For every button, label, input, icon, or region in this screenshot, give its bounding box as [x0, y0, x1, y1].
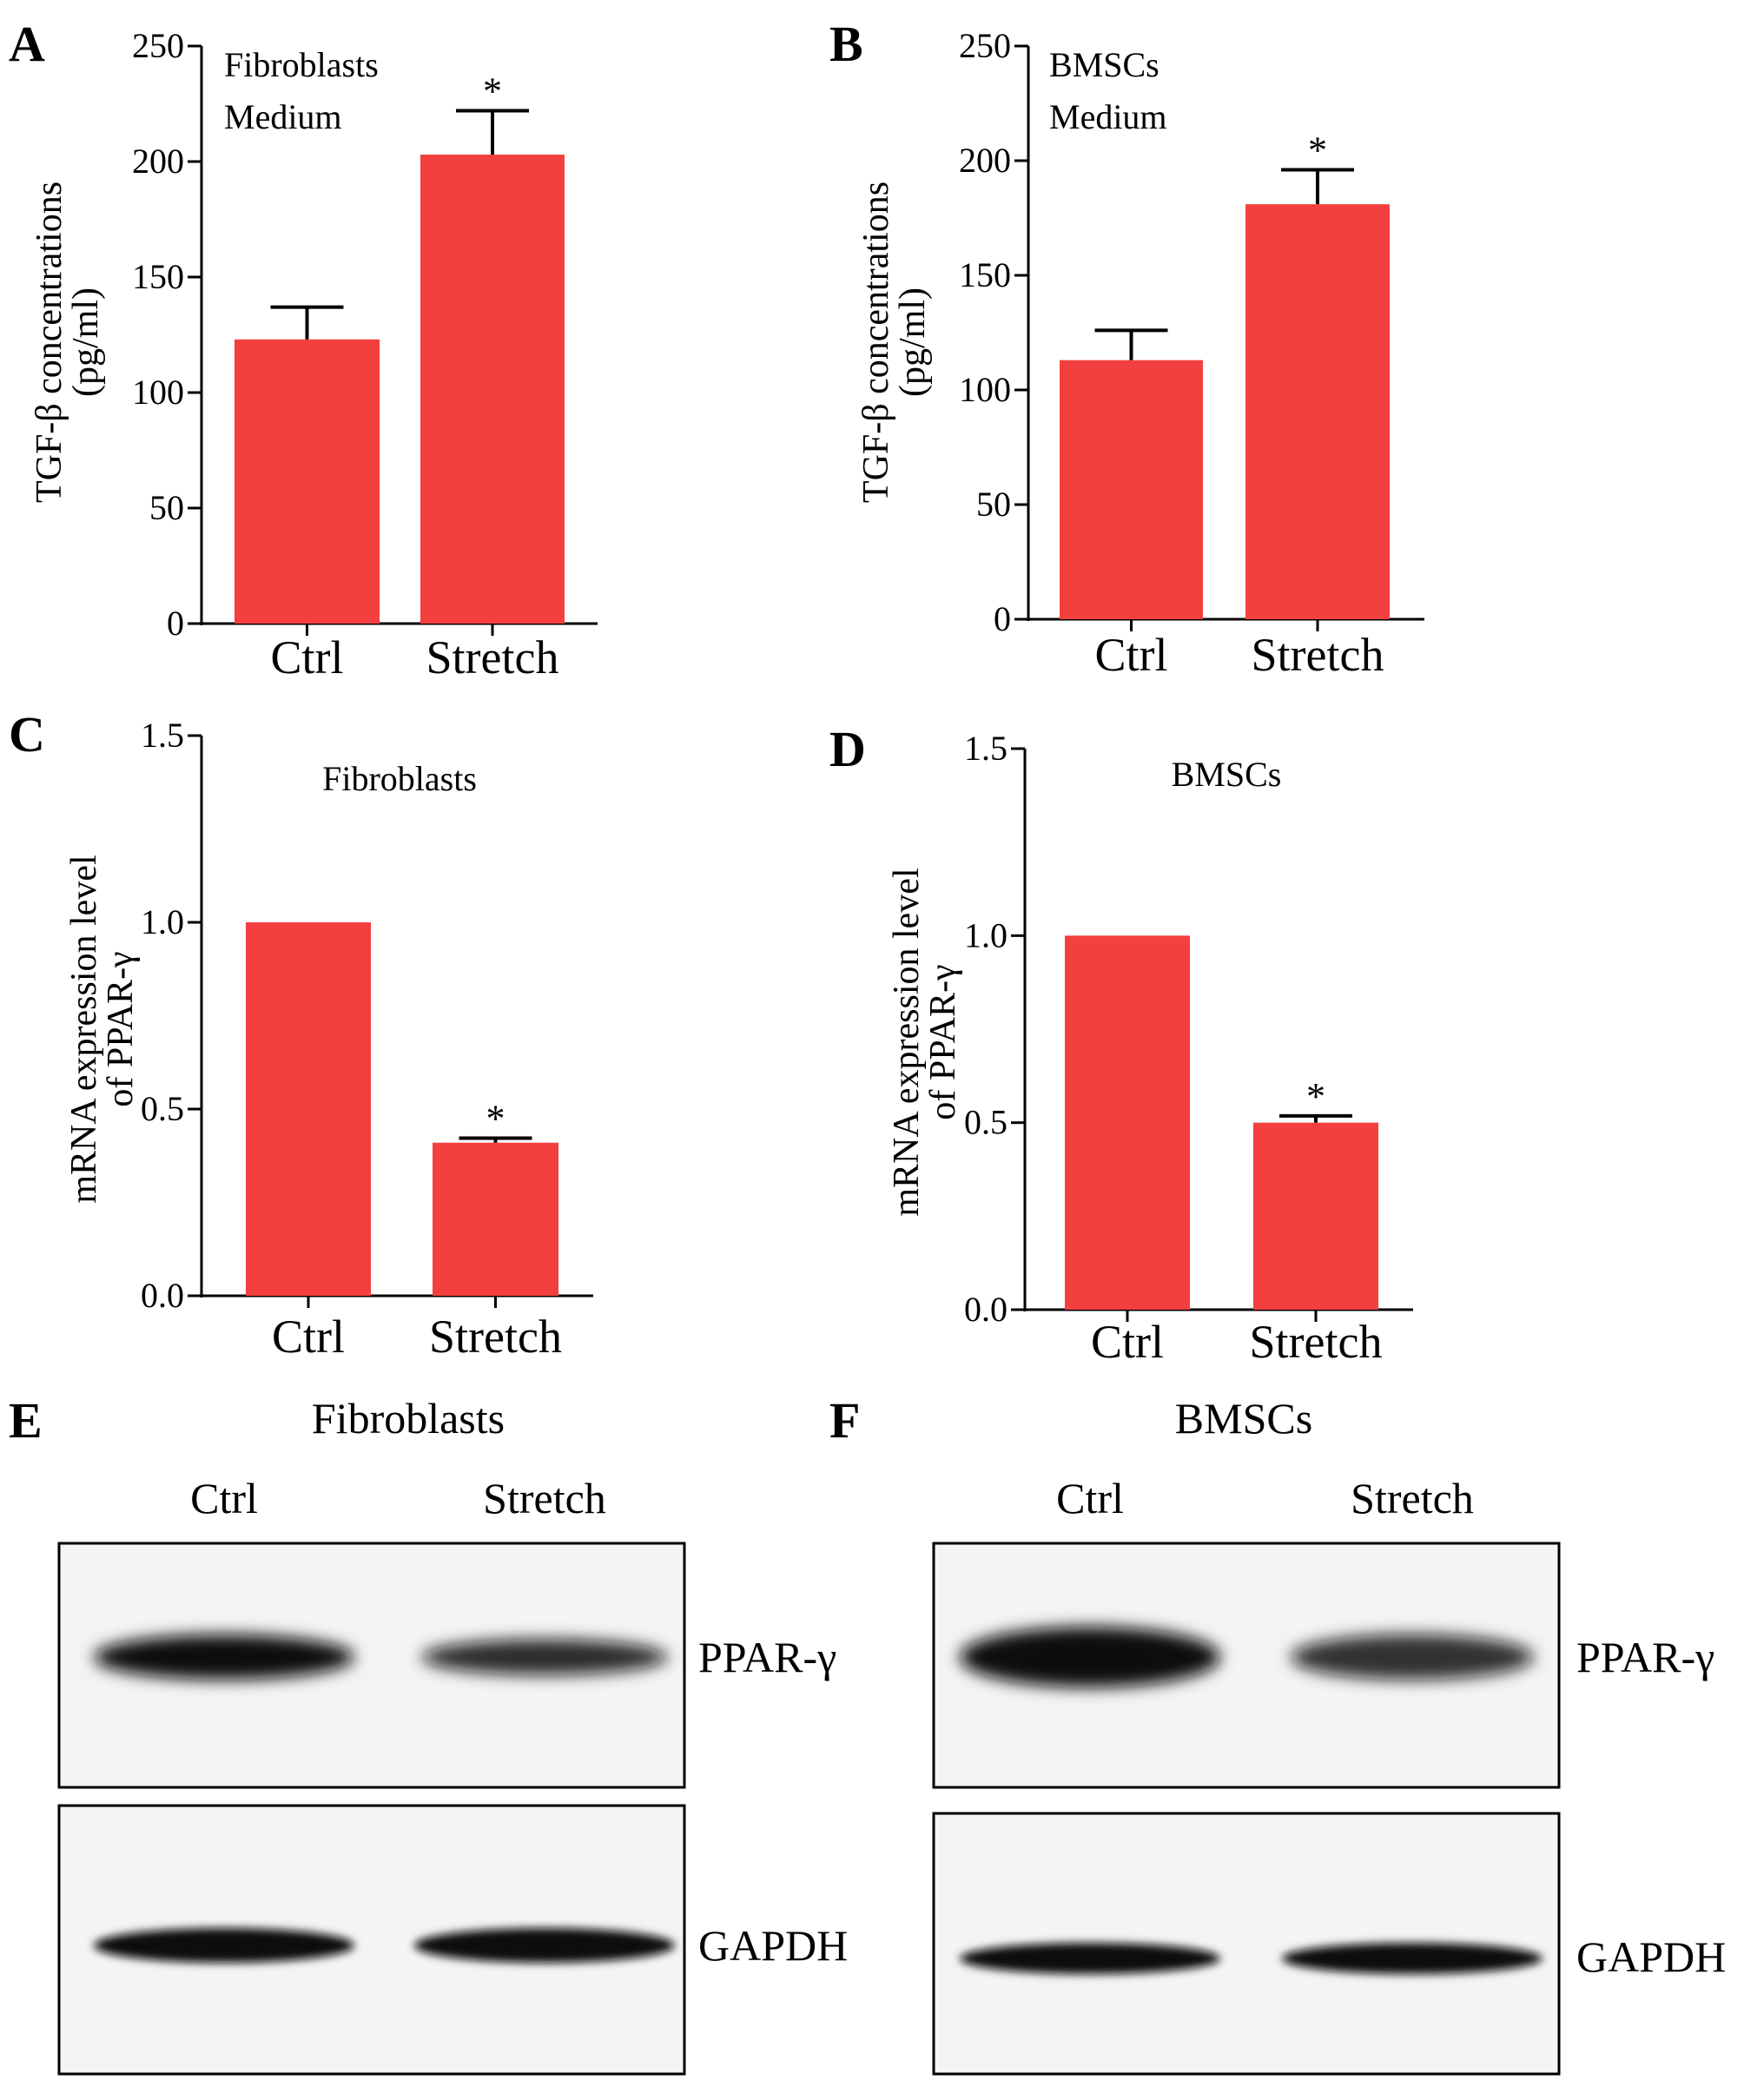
bar-ctrl — [235, 339, 380, 624]
x-category-label: Ctrl — [272, 1311, 345, 1363]
chart-title-line: BMSCs — [1172, 755, 1282, 794]
bar-ctrl — [246, 922, 371, 1296]
protein-label: GAPDH — [698, 1921, 848, 1970]
y-axis-label-line: TGF-β concentrations — [856, 182, 896, 503]
y-axis-label-line: (pg/ml) — [66, 287, 106, 397]
y-axis-label-line: of PPAR-γ — [101, 951, 141, 1106]
panel-letter: C — [9, 706, 45, 763]
y-tick-label: 50 — [976, 485, 1011, 524]
x-category-label: Ctrl — [1094, 629, 1167, 681]
x-category-label: Stretch — [426, 631, 559, 683]
band-gapdh-stretch — [1282, 1943, 1543, 1974]
significance-marker: * — [1306, 1075, 1325, 1118]
y-tick-label: 100 — [959, 370, 1011, 409]
chart-title-line: Fibroblasts — [322, 759, 477, 798]
bar-ctrl — [1065, 935, 1190, 1310]
band-gapdh-stretch — [414, 1928, 675, 1963]
y-tick-label: 50 — [149, 488, 184, 527]
bar-stretch — [1253, 1122, 1378, 1310]
blot-panel-f: F BMSCs Ctrl Stretch PPAR-γ GAPDH — [829, 1392, 1726, 2076]
y-tick-label: 200 — [132, 142, 184, 181]
y-tick-label: 200 — [959, 141, 1011, 180]
panel-letter: A — [9, 16, 45, 72]
chart-panel-d: D 0.0 0.5 1.0 1.5 Ctrl * Stretch BMSCs mRNA expre… — [829, 721, 1413, 1368]
lane-label: Stretch — [483, 1474, 606, 1522]
band-ppar-stretch — [1290, 1634, 1535, 1681]
bar-stretch — [1245, 204, 1390, 619]
y-tick-label: 1.5 — [141, 716, 184, 755]
panel-letter: D — [829, 721, 866, 777]
chart-title-line: Medium — [1049, 97, 1167, 136]
x-category-label: Stretch — [429, 1311, 562, 1363]
significance-marker: * — [486, 1098, 505, 1140]
y-tick-label: 1.0 — [964, 915, 1008, 954]
chart-title-line: Fibroblasts — [224, 45, 379, 84]
significance-marker: * — [1308, 129, 1327, 172]
x-category-label: Stretch — [1252, 629, 1384, 681]
blot-membrane — [932, 1812, 1561, 2076]
y-tick-label: 150 — [959, 255, 1011, 294]
bar-stretch — [420, 155, 565, 624]
y-axis-label-line: of PPAR-γ — [923, 964, 963, 1119]
bar-stretch — [433, 1142, 558, 1296]
blot-panel-e: E Fibroblasts Ctrl Stretch PPAR-γ GAPDH — [9, 1392, 848, 2076]
chart-panel-c: C 0.0 0.5 1.0 1.5 Ctrl * Stretch Fibroblasts mRNA… — [9, 706, 593, 1363]
chart-panel-a: A 0 50 100 150 200 250 Ctrl * Stretch Fibroblasts M… — [9, 16, 598, 683]
chart-title-line: BMSCs — [1049, 45, 1159, 84]
y-tick-label: 1.5 — [964, 729, 1008, 768]
blot-title: BMSCs — [1175, 1394, 1312, 1443]
x-category-label: Ctrl — [1091, 1316, 1164, 1368]
y-axis-label-line: TGF-β concentrations — [30, 182, 69, 503]
y-tick-label: 150 — [132, 257, 184, 296]
chart-title-line: Medium — [224, 97, 342, 136]
x-category-label: Stretch — [1250, 1316, 1383, 1368]
y-tick-label: 1.0 — [141, 902, 184, 941]
y-axis-label-line: (pg/ml) — [893, 287, 933, 397]
lane-label: Stretch — [1351, 1474, 1474, 1522]
x-category-label: Ctrl — [270, 631, 343, 683]
band-ppar-stretch — [421, 1639, 668, 1675]
band-ppar-ctrl — [94, 1634, 354, 1680]
y-tick-label: 250 — [959, 26, 1011, 65]
y-tick-label: 250 — [132, 26, 184, 65]
y-tick-label: 0.5 — [964, 1103, 1008, 1142]
protein-label: GAPDH — [1576, 1932, 1726, 1981]
y-tick-label: 0 — [167, 604, 184, 643]
panel-letter: B — [829, 16, 863, 72]
y-tick-label: 0.0 — [964, 1290, 1008, 1329]
bar-ctrl — [1060, 360, 1203, 619]
band-gapdh-ctrl — [94, 1928, 354, 1963]
y-tick-label: 0.0 — [141, 1276, 184, 1315]
protein-label: PPAR-γ — [698, 1633, 836, 1681]
y-tick-label: 0.5 — [141, 1089, 184, 1128]
y-axis-label-line: mRNA expression level — [64, 855, 104, 1203]
western-blots: E Fibroblasts Ctrl Stretch PPAR-γ GAPDH F BMSCs… — [9, 1392, 1726, 2076]
blot-title: Fibroblasts — [312, 1394, 505, 1443]
y-tick-label: 100 — [132, 373, 184, 412]
panel-letter: F — [829, 1392, 860, 1449]
y-tick-label: 0 — [994, 599, 1011, 638]
bar-charts: A 0 50 100 150 200 250 Ctrl * Stretch Fibroblasts M… — [9, 16, 1424, 1368]
protein-label: PPAR-γ — [1576, 1633, 1714, 1681]
band-ppar-ctrl — [960, 1627, 1220, 1687]
y-axis-label-line: mRNA expression level — [887, 868, 927, 1216]
significance-marker: * — [483, 69, 502, 112]
chart-panel-b: B 0 50 100 150 200 250 Ctrl * Stretch BMSCs Medium T… — [829, 16, 1424, 681]
band-gapdh-ctrl — [960, 1943, 1220, 1974]
lane-label: Ctrl — [1056, 1474, 1124, 1522]
panel-letter: E — [9, 1392, 43, 1449]
lane-label: Ctrl — [190, 1474, 258, 1522]
